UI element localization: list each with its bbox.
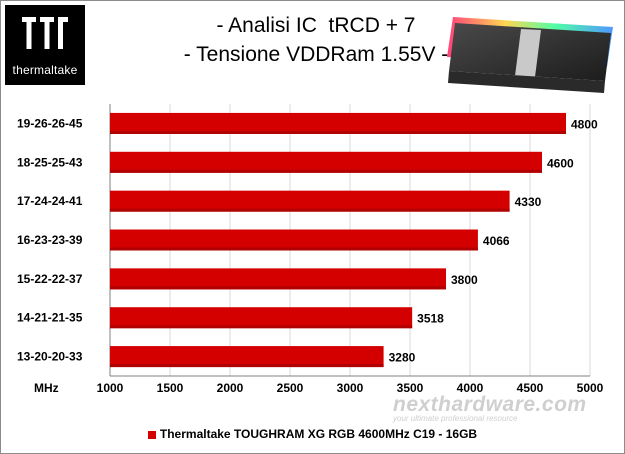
bar-shade xyxy=(110,169,542,173)
category-label: 16-23-23-39 xyxy=(17,233,83,247)
value-label: 4330 xyxy=(515,195,542,209)
value-label: 3518 xyxy=(417,312,444,326)
thermaltake-logo: thermaltake xyxy=(5,5,85,85)
value-label: 4800 xyxy=(571,117,598,131)
category-label: 19-26-26-45 xyxy=(17,116,83,130)
bar xyxy=(110,112,566,134)
tt-logo-icon xyxy=(22,17,68,49)
value-label: 4600 xyxy=(547,156,574,170)
title-line-2: - Tensione VDDRam 1.55V - xyxy=(183,43,449,66)
value-label: 4066 xyxy=(483,234,510,248)
bar-shade xyxy=(110,208,510,212)
x-tick-label: 5000 xyxy=(577,381,604,395)
x-tick-label: 4000 xyxy=(457,381,484,395)
watermark-main: nexthardware.com xyxy=(393,393,587,416)
category-label: 13-20-20-33 xyxy=(17,350,83,364)
chart-title: - Analisi IC tRCD + 7 - Tensione VDDRam … xyxy=(151,11,481,69)
x-tick-label: 2000 xyxy=(217,381,244,395)
legend-swatch xyxy=(147,430,156,439)
bar xyxy=(110,268,446,290)
bar xyxy=(110,346,384,368)
x-tick-label: 1500 xyxy=(157,381,184,395)
x-tick-label: 1000 xyxy=(97,381,124,395)
category-label: 15-22-22-37 xyxy=(17,272,83,286)
bar xyxy=(110,190,510,212)
legend-label: Thermaltake TOUGHRAM XG RGB 4600MHz C19 … xyxy=(159,427,478,441)
bar-shade xyxy=(110,325,413,329)
x-tick-label: 4500 xyxy=(517,381,544,395)
chart-legend: Thermaltake TOUGHRAM XG RGB 4600MHz C19 … xyxy=(1,427,624,441)
bar-shade xyxy=(110,130,566,134)
watermark: nexthardware.com your ultimate professio… xyxy=(393,393,587,423)
bar-shade xyxy=(110,286,446,290)
brand-name: thermaltake xyxy=(12,63,78,77)
category-label: 17-24-24-41 xyxy=(17,194,83,208)
value-label: 3800 xyxy=(451,273,478,287)
ram-module-image xyxy=(447,17,613,93)
title-line-1: - Analisi IC tRCD + 7 xyxy=(216,14,416,37)
bar xyxy=(110,229,478,251)
bar-shade xyxy=(110,364,384,368)
x-tick-label: 3500 xyxy=(397,381,424,395)
bar-shade xyxy=(110,247,478,251)
category-label: 14-21-21-35 xyxy=(17,311,83,325)
x-tick-label: 2500 xyxy=(277,381,304,395)
x-axis-title: MHz xyxy=(34,381,59,395)
category-label: 18-25-25-43 xyxy=(17,155,83,169)
bar xyxy=(110,151,542,173)
bar xyxy=(110,307,413,329)
value-label: 3280 xyxy=(389,351,416,365)
x-tick-label: 3000 xyxy=(337,381,364,395)
watermark-tagline: your ultimate professional resource xyxy=(393,414,518,423)
